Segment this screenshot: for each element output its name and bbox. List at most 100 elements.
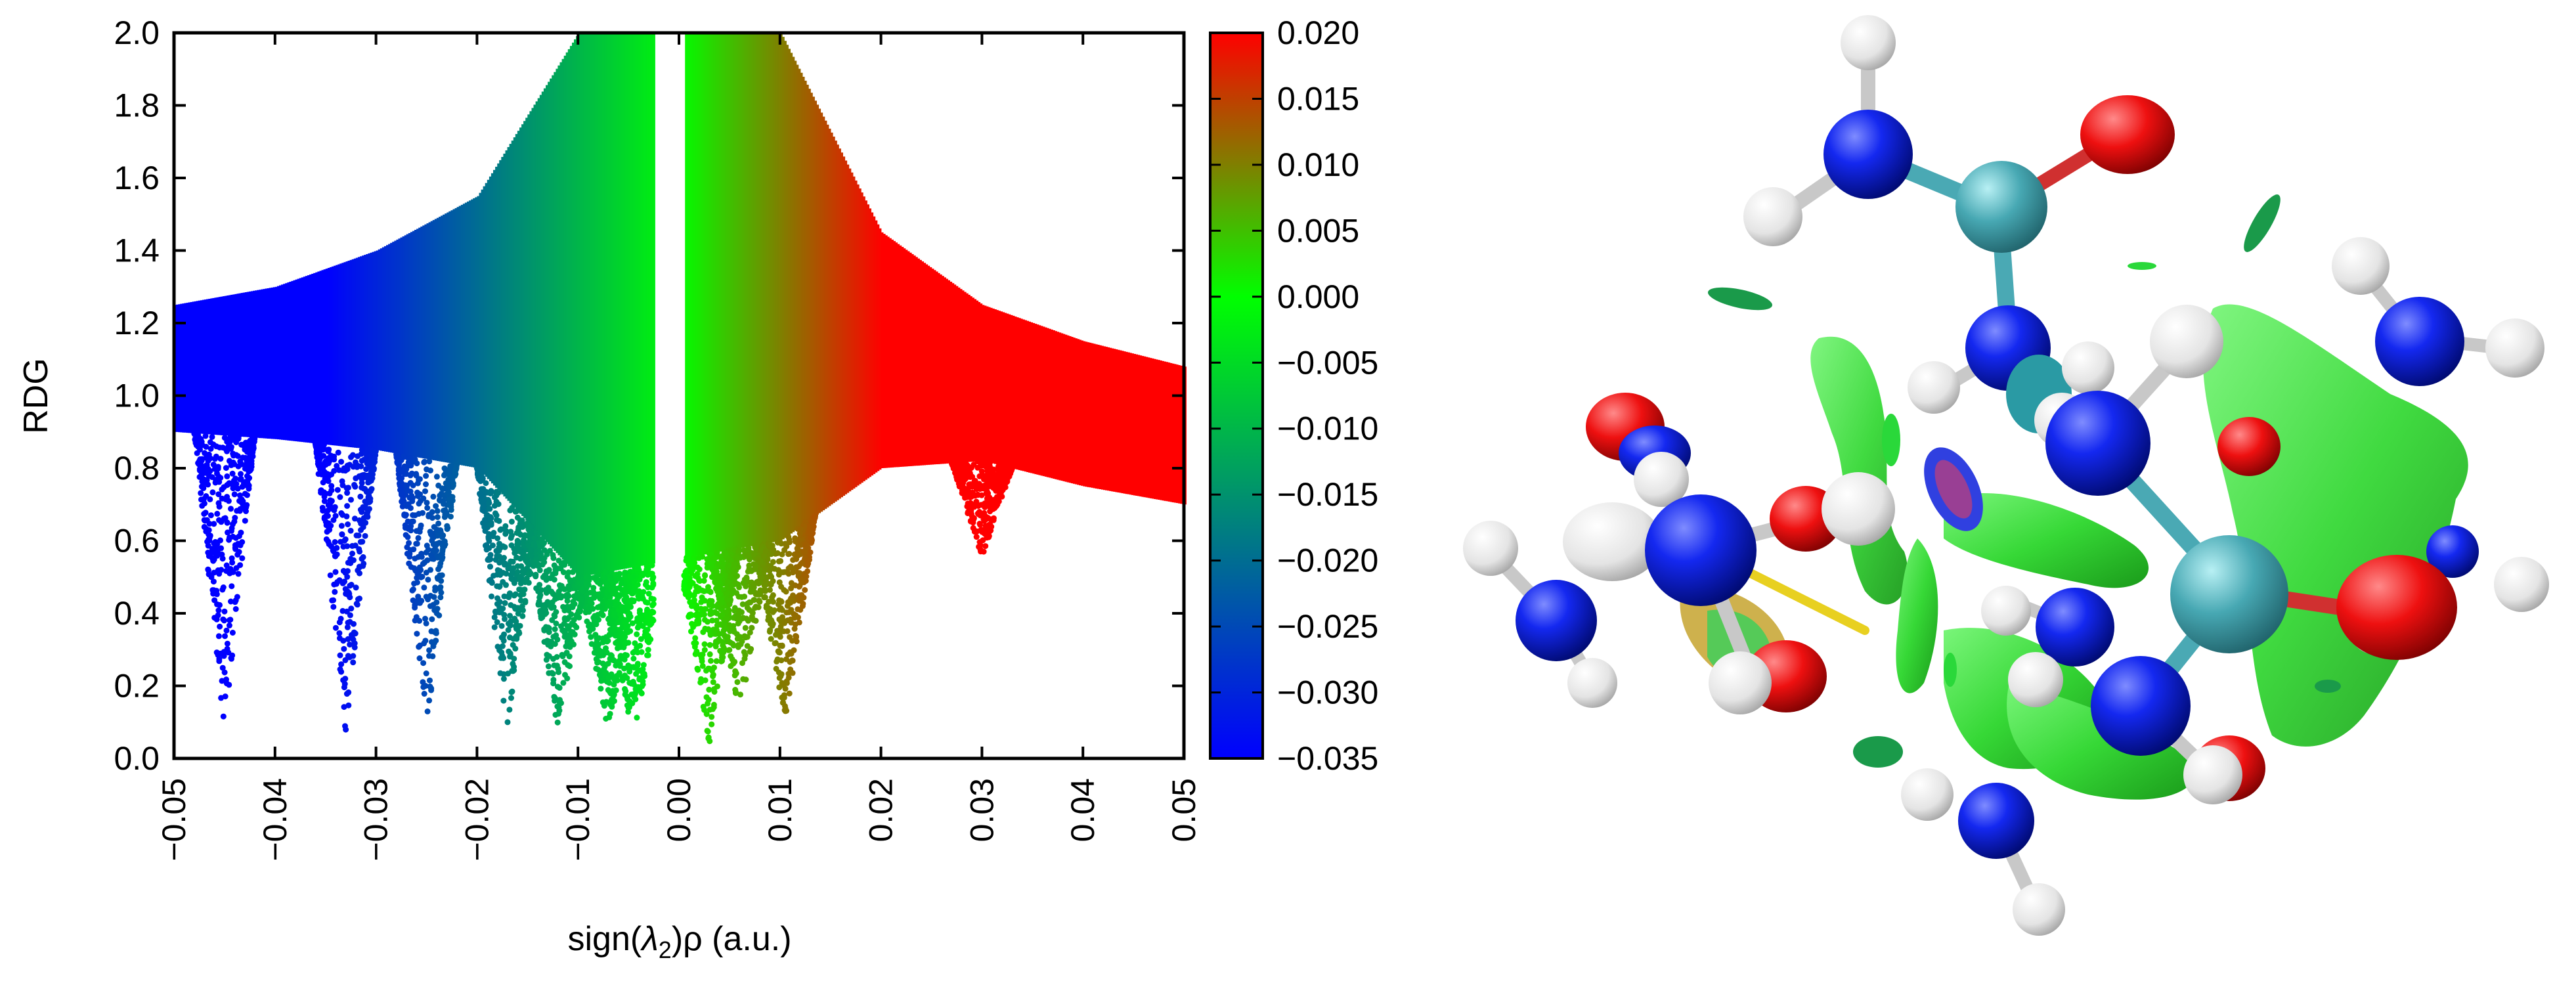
scatter-point-1489: [694, 564, 701, 571]
scatter-band-144: [464, 202, 468, 466]
scatter-point-1173: [211, 521, 217, 527]
scatter-band-126: [428, 222, 431, 460]
scatter-point-3934: [763, 604, 770, 611]
scatter-point-851: [605, 661, 611, 667]
scatter-point-3446: [546, 653, 552, 659]
scatter-band-141: [458, 206, 462, 465]
scatter-band-12: [198, 300, 201, 434]
scatter-point-70: [198, 490, 204, 496]
scatter-point-1330: [332, 624, 339, 631]
scatter-point-3210: [347, 642, 353, 648]
scatter-band-291: [792, 56, 795, 533]
scatter-band-339: [888, 238, 892, 468]
scatter-band-456: [1125, 351, 1128, 494]
scatter-band-297: [804, 80, 807, 523]
scatter-point-1317: [699, 594, 705, 601]
scatter-point-2826: [595, 666, 601, 672]
scatter-point-1691: [753, 603, 759, 610]
scatter-point-3553: [402, 522, 408, 529]
y-tick-label-8: 1.6: [114, 160, 160, 196]
scatter-band-221: [620, 33, 623, 570]
scatter-point-3652: [206, 535, 213, 540]
scatter-point-2186: [223, 496, 229, 503]
scatter-point-3767: [313, 444, 319, 450]
scatter-point-3496: [422, 559, 428, 565]
scatter-band-230: [638, 33, 642, 567]
scatter-point-3849: [995, 483, 1001, 489]
scatter-band-238: [685, 33, 688, 558]
scatter-band-212: [602, 33, 605, 573]
scatter-point-3958: [229, 555, 235, 561]
scatter-band-378: [967, 294, 971, 462]
scatter-point-3599: [352, 542, 359, 549]
scatter-band-472: [1158, 360, 1160, 500]
scatter-band-129: [434, 219, 437, 461]
scatter-band-102: [380, 248, 383, 451]
scatter-point-3175: [399, 480, 405, 487]
scatter-point-3441: [681, 572, 688, 579]
scatter-point-2680: [726, 622, 733, 628]
scatter-point-30: [611, 682, 617, 688]
scatter-point-4034: [578, 580, 584, 587]
scatter-point-4021: [606, 615, 612, 622]
scatter-point-3891: [484, 512, 491, 519]
scatter-band-386: [984, 305, 987, 462]
scatter-point-3575: [699, 651, 706, 658]
scatter-point-794: [347, 527, 354, 534]
scatter-point-3679: [410, 482, 416, 489]
scatter-point-2590: [511, 655, 517, 662]
scatter-band-412: [1036, 324, 1039, 475]
scatter-band-167: [511, 141, 514, 506]
scatter-point-4041: [539, 609, 546, 615]
scatter-point-1200: [232, 606, 239, 612]
scatter-band-119: [414, 230, 417, 457]
x-axis-title-subscript: 2: [659, 936, 672, 963]
scatter-point-3955: [734, 679, 741, 686]
scatter-band-174: [525, 118, 529, 521]
scatter-band-426: [1064, 334, 1068, 482]
scatter-band-43: [261, 289, 264, 439]
scatter-point-2488: [792, 621, 798, 628]
scatter-band-36: [246, 292, 250, 437]
scatter-point-2285: [517, 556, 523, 562]
scatter-point-2532: [492, 609, 499, 616]
scatter-band-122: [420, 227, 424, 458]
scatter-band-176: [529, 111, 533, 525]
scatter-point-3938: [564, 623, 571, 629]
scatter-point-2713: [215, 500, 222, 506]
scatter-band-425: [1062, 334, 1066, 481]
scatter-band-152: [481, 189, 484, 473]
scatter-point-3611: [689, 603, 695, 609]
scatter-band-11: [196, 301, 199, 434]
scatter-band-249: [707, 33, 710, 554]
scatter-point-3609: [713, 658, 720, 665]
scatter-band-373: [957, 287, 961, 463]
scatter-band-399: [1010, 315, 1013, 468]
x-axis-title-lambda: λ: [640, 920, 659, 958]
scatter-band-431: [1074, 338, 1078, 485]
scatter-point-3532: [404, 482, 410, 489]
scatter-point-3050: [749, 588, 755, 595]
scatter-point-3796: [205, 466, 211, 472]
scatter-point-1357: [219, 665, 226, 671]
scatter-point-3081: [573, 624, 580, 630]
y-tick-label-0: 0.0: [114, 740, 160, 777]
scatter-point-2955: [507, 650, 513, 657]
scatter-point-3992: [787, 563, 794, 570]
scatter-point-3772: [580, 588, 586, 594]
scatter-point-3409: [594, 579, 601, 585]
scatter-point-2798: [974, 458, 981, 465]
scatter-point-3623: [244, 479, 251, 486]
scatter-band-266: [741, 33, 745, 548]
scatter-point-3710: [600, 677, 607, 684]
scatter-point-4010: [531, 535, 538, 542]
scatter-point-2969: [973, 486, 980, 492]
scatter-point-2761: [340, 544, 347, 550]
scatter-point-3277: [205, 567, 211, 573]
scatter-band-163: [503, 154, 506, 497]
scatter-point-1053: [199, 502, 206, 509]
scatter-point-3590: [403, 464, 410, 471]
scatter-band-166: [509, 144, 512, 504]
scatter-point-3814: [223, 465, 229, 471]
scatter-band-173: [523, 121, 526, 519]
